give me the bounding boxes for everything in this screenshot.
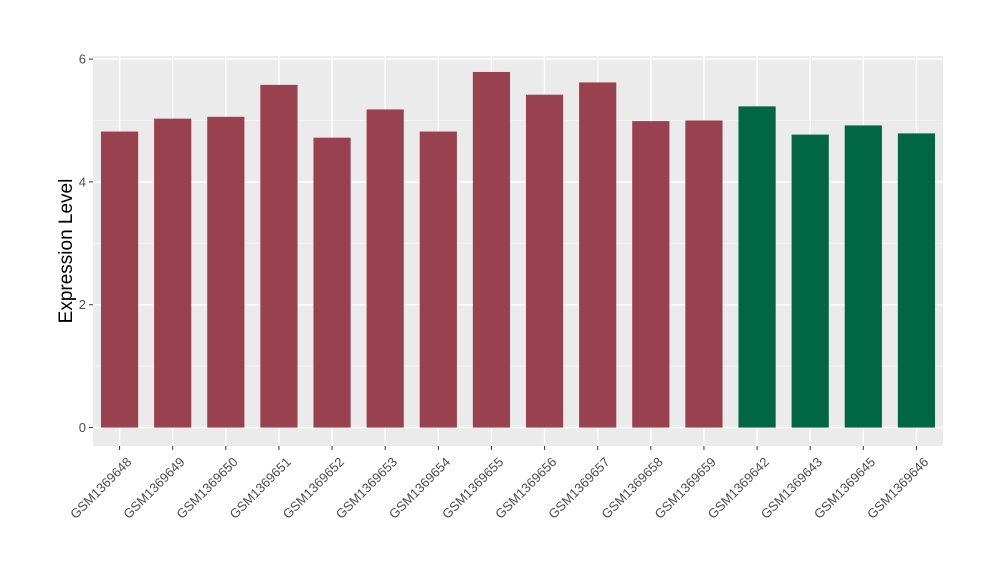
- bar-gsm1369657: [579, 82, 617, 428]
- y-tick-label: 6: [79, 52, 86, 67]
- bar-gsm1369645: [844, 125, 882, 428]
- bar-gsm1369651: [260, 84, 298, 428]
- bar-gsm1369652: [313, 137, 351, 428]
- bar-gsm1369653: [366, 109, 404, 428]
- bar-gsm1369655: [472, 71, 511, 428]
- bars: [100, 71, 936, 428]
- y-tick-label: 4: [79, 174, 86, 189]
- y-tick-label: 2: [79, 297, 86, 312]
- bar-gsm1369659: [685, 120, 723, 428]
- bar-gsm1369656: [525, 94, 564, 428]
- bar-gsm1369650: [207, 116, 245, 428]
- bar-gsm1369646: [897, 133, 936, 428]
- bar-gsm1369642: [738, 106, 776, 428]
- bar-gsm1369649: [154, 118, 192, 428]
- bar-gsm1369654: [419, 131, 457, 428]
- y-tick-label: 0: [79, 420, 86, 435]
- bar-gsm1369658: [632, 121, 670, 428]
- bar-gsm1369643: [791, 134, 829, 428]
- y-axis-title: Expression Level: [56, 179, 77, 324]
- bar-gsm1369648: [100, 131, 139, 428]
